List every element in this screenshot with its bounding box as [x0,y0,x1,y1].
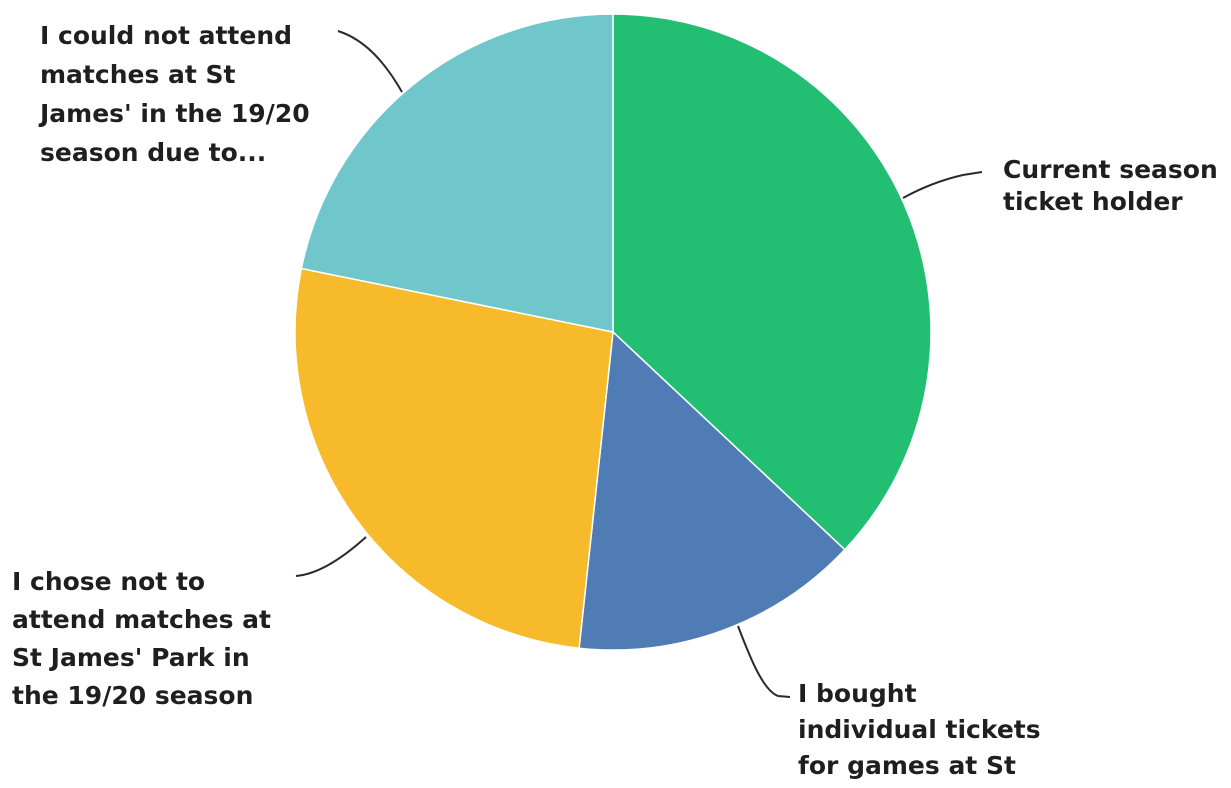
leader-lines-layer [295,30,983,698]
pie-slice-2 [578,330,846,651]
labels-layer: Current season ticket holder I bought indiv… [12,21,1218,780]
slice-label-line: the 19/20 season [12,681,253,710]
leader-line-4 [337,30,403,93]
pie-slice-1 [612,13,932,551]
leader-line-3 [295,536,367,577]
slice-label-2: I bought individual tickets for games at S… [798,679,1041,780]
slice-label-line: individual tickets [798,715,1041,744]
slice-label-line: for games at St [798,751,1016,780]
slice-label-line: James' in the 19/20 [38,99,310,128]
leader-line-1 [902,171,983,199]
slice-label-line: ticket holder [1003,187,1183,216]
slice-label-line: St James' Park in [12,643,250,672]
slice-label-line: I could not attend [40,21,292,50]
pie-slice-4 [300,13,614,333]
slices-layer [294,13,932,651]
slice-label-line: season due to... [40,138,266,167]
slice-label-line: attend matches at [12,605,271,634]
slice-label-line: I chose not to [12,567,205,596]
pie-slice-3 [294,267,614,650]
slice-label-3: I chose not to attend matches at St James'… [12,567,271,710]
slice-label-line: I bought [798,679,917,708]
slice-label-line: Current season [1003,155,1218,184]
leader-line-2 [737,625,791,698]
slice-label-4: I could not attend matches at St James' in… [38,21,310,167]
slice-label-line: matches at St [40,60,236,89]
slice-label-1: Current season ticket holder [1003,155,1218,216]
